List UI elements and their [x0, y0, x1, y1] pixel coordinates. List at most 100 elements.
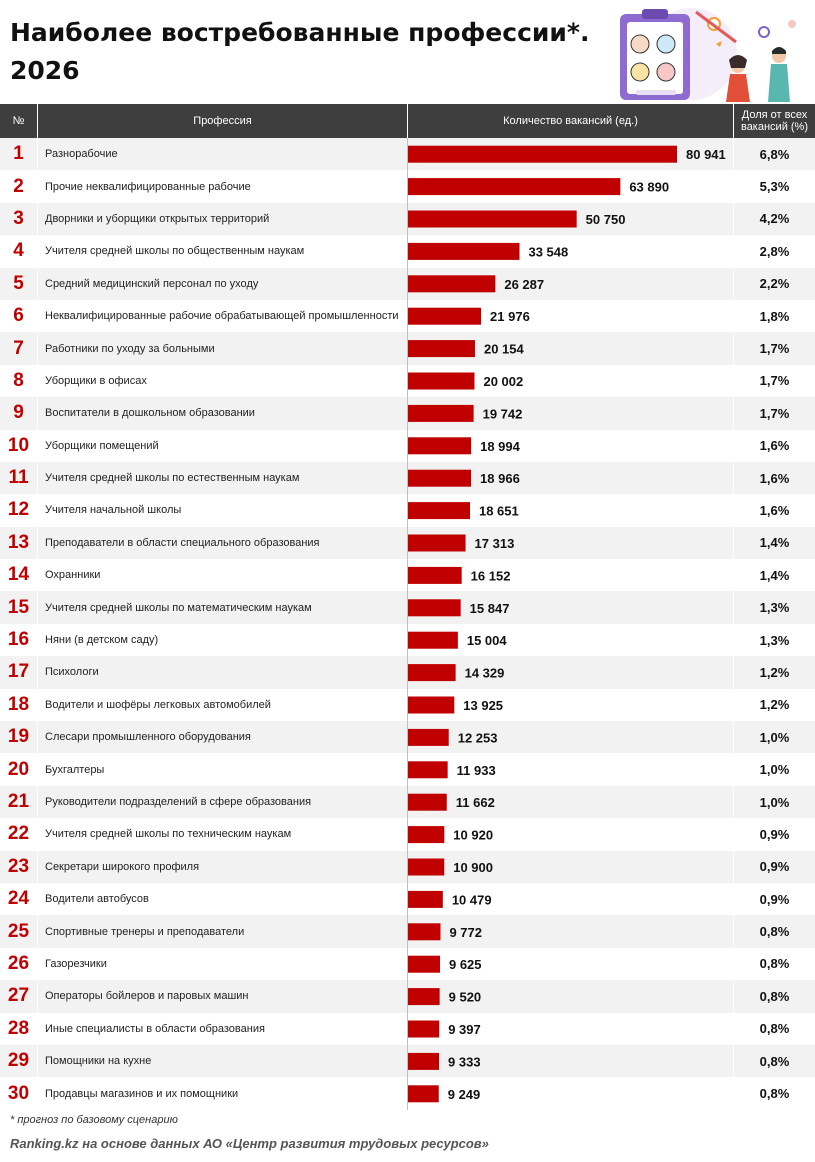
- bar: [408, 566, 462, 584]
- bar: [408, 761, 448, 779]
- table-row: 22 Учителя средней школы по техническим н…: [0, 818, 815, 850]
- bar-value-label: 9 249: [448, 1087, 481, 1102]
- profession-label: Учителя начальной школы: [45, 504, 182, 517]
- rank-number: 17: [7, 661, 30, 683]
- share-value: 0,9%: [759, 859, 790, 875]
- page-title: Наиболее востребованные профессии*. 2026: [10, 14, 590, 90]
- title-line-1: Наиболее востребованные профессии*.: [10, 18, 590, 47]
- bar: [408, 1085, 439, 1103]
- share-value: 1,8%: [759, 308, 790, 324]
- rank-number: 29: [7, 1050, 30, 1072]
- rank-number: 8: [13, 369, 24, 391]
- profession-label: Учителя средней школы по естественным на…: [45, 472, 300, 485]
- bar-value-label: 9 520: [449, 990, 482, 1005]
- bar-axis-line: [407, 138, 408, 1110]
- bar: [408, 502, 470, 520]
- header-vacancies: Количество вакансий (ед.): [503, 115, 638, 127]
- share-value: 0,9%: [759, 891, 790, 907]
- profession-label: Преподаватели в области специального обр…: [45, 536, 320, 549]
- share-value: 1,4%: [759, 535, 790, 551]
- profession-label: Работники по уходу за больными: [45, 342, 215, 355]
- bar-value-label: 18 966: [480, 471, 520, 486]
- profession-label: Уборщики помещений: [45, 439, 159, 452]
- bar: [408, 307, 482, 325]
- bar-value-label: 33 548: [528, 244, 568, 259]
- bar: [408, 340, 475, 358]
- share-value: 0,8%: [759, 956, 790, 972]
- profession-label: Разнорабочие: [45, 148, 118, 161]
- profession-label: Учителя средней школы по техническим нау…: [45, 828, 292, 841]
- rank-number: 9: [13, 402, 24, 424]
- bar: [408, 890, 443, 908]
- bar: [408, 826, 445, 844]
- table-header: № Профессия Количество вакансий (ед.) До…: [0, 104, 815, 138]
- table-row: 26 Газорезчики 0,8%: [0, 948, 815, 980]
- profession-label: Средний медицинский персонал по уходу: [45, 277, 259, 290]
- bar-value-label: 9 397: [448, 1022, 481, 1037]
- share-value: 0,8%: [759, 1021, 790, 1037]
- bar: [408, 728, 449, 746]
- profession-label: Учителя средней школы по математическим …: [45, 601, 312, 614]
- share-value: 0,8%: [759, 924, 790, 940]
- bar: [408, 631, 458, 649]
- profession-label: Охранники: [45, 569, 101, 582]
- table-row: 16 Няни (в детском саду) 1,3%: [0, 624, 815, 656]
- share-value: 1,6%: [759, 470, 790, 486]
- bar: [408, 858, 445, 876]
- profession-label: Няни (в детском саду): [45, 634, 159, 647]
- share-value: 2,8%: [759, 243, 790, 259]
- profession-label: Дворники и уборщики открытых территорий: [45, 212, 270, 225]
- bar-value-label: 9 625: [449, 957, 482, 972]
- share-value: 5,3%: [759, 179, 790, 195]
- share-value: 0,8%: [759, 1053, 790, 1069]
- bar: [408, 404, 474, 422]
- profession-label: Воспитатели в дошкольном образовании: [45, 407, 255, 420]
- share-value: 1,2%: [759, 697, 790, 713]
- rank-number: 20: [7, 758, 30, 780]
- column-divider: [733, 138, 734, 1110]
- share-value: 1,3%: [759, 632, 790, 648]
- share-value: 1,3%: [759, 600, 790, 616]
- bar: [408, 793, 447, 811]
- share-value: 6,8%: [759, 146, 790, 162]
- rank-number: 24: [7, 888, 30, 910]
- table-row: 8 Уборщики в офисах 1,7%: [0, 365, 815, 397]
- bar-value-label: 26 287: [504, 277, 544, 292]
- header-share-line-2: вакансий (%): [740, 121, 809, 133]
- bar: [408, 145, 677, 163]
- vacancies-table: № Профессия Количество вакансий (ед.) До…: [0, 104, 815, 1110]
- bar-value-label: 14 329: [465, 666, 505, 681]
- rank-number: 13: [7, 531, 30, 553]
- table-row: 2 Прочие неквалифицированные рабочие 5,3%: [0, 170, 815, 202]
- bar: [408, 1052, 440, 1070]
- table-row: 4 Учителя средней школы по общественным н…: [0, 235, 815, 267]
- profession-label: Учителя средней школы по общественным на…: [45, 245, 305, 258]
- bar-value-label: 10 920: [453, 828, 493, 843]
- table-row: 6 Неквалифицированные рабочие обрабатываю…: [0, 300, 815, 332]
- share-value: 1,6%: [759, 502, 790, 518]
- bar: [408, 469, 472, 487]
- share-value: 1,7%: [759, 341, 790, 357]
- rank-number: 4: [13, 240, 24, 262]
- header-share: Доля от всех вакансий (%): [734, 104, 815, 138]
- vacancies-bar-chart: 80 941 63 890 50 750 33 548 26 287 21 976 20 1…: [408, 145, 726, 1103]
- bar: [408, 664, 456, 682]
- profession-label: Продавцы магазинов и их помощники: [45, 1087, 239, 1100]
- bar: [408, 210, 577, 228]
- bar-value-label: 17 313: [475, 536, 515, 551]
- share-value: 1,2%: [759, 664, 790, 680]
- table-row: 28 Иные специалисты в области образования…: [0, 1013, 815, 1045]
- rank-number: 6: [13, 305, 24, 327]
- table-row: 24 Водители автобусов 0,9%: [0, 883, 815, 915]
- rank-number: 22: [7, 823, 30, 845]
- bar-value-label: 9 772: [449, 925, 482, 940]
- rank-number: 23: [7, 855, 30, 877]
- bar: [408, 242, 520, 260]
- bar: [408, 372, 475, 390]
- profession-label: Иные специалисты в области образования: [45, 1022, 265, 1035]
- profession-label: Уборщики в офисах: [45, 374, 147, 387]
- share-value: 1,4%: [759, 567, 790, 583]
- header-number: №: [12, 115, 25, 127]
- profession-label: Психологи: [45, 666, 99, 679]
- bar-value-label: 15 847: [470, 601, 510, 616]
